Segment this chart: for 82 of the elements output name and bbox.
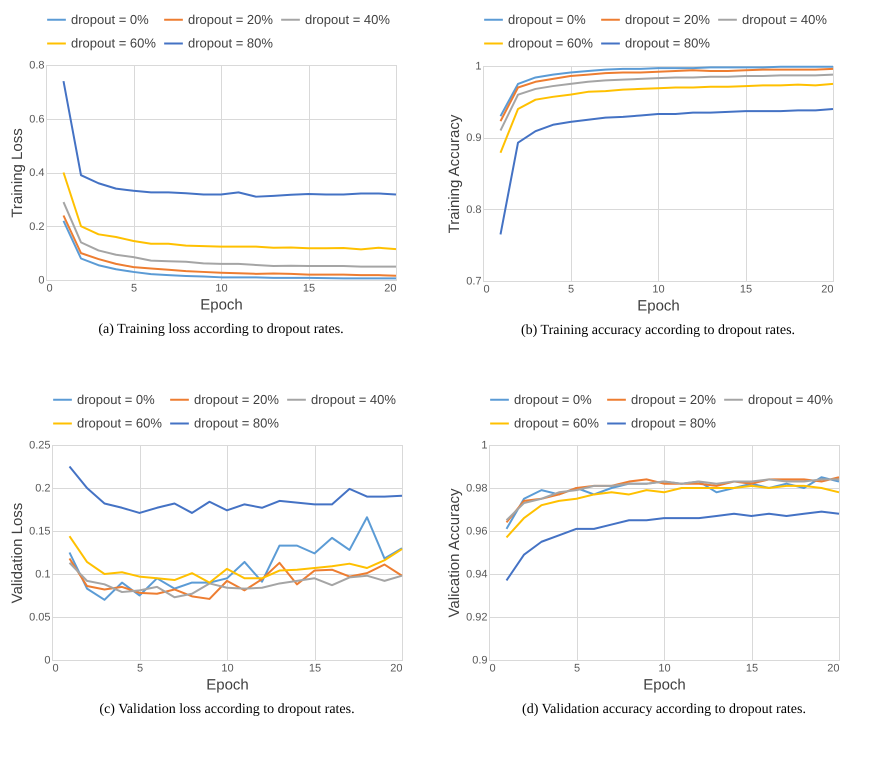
line-series	[500, 74, 834, 132]
y-tick-label: 0	[38, 274, 44, 286]
x-tick-label: 20	[821, 284, 834, 296]
x-tick-label: 15	[746, 662, 758, 674]
x-tick-label: 20	[827, 662, 840, 674]
y-tick-label: 0.15	[29, 526, 50, 538]
y-tick-label: 0.6	[29, 113, 44, 126]
x-tick-label: 0	[52, 662, 59, 674]
legend-label: dropout = 40%	[311, 392, 396, 407]
x-axis-title: Epoch	[643, 676, 686, 694]
x-tick-label: 10	[221, 662, 234, 674]
x-axis-title: Epoch	[206, 676, 249, 694]
y-tick-label: 1	[475, 60, 482, 72]
x-tick-label: 20	[384, 282, 396, 294]
legend-label: dropout = 0%	[514, 392, 592, 407]
legend-label: dropout = 60%	[77, 416, 162, 430]
y-tick-label: 0.98	[466, 482, 488, 494]
x-tick-label: 20	[390, 662, 402, 674]
line-series	[62, 201, 397, 268]
line-series	[500, 82, 834, 154]
y-tick-label: 0.25	[29, 440, 50, 452]
y-tick-label: 0.05	[29, 612, 50, 624]
y-axis-title: Training Loss	[9, 128, 26, 218]
legend-label: dropout = 0%	[508, 12, 586, 27]
y-tick-label: 0.92	[466, 612, 488, 624]
y-tick-label: 0.4	[29, 167, 44, 179]
y-tick-label: 0.96	[466, 526, 488, 538]
line-series	[68, 466, 403, 514]
line-series	[62, 80, 397, 198]
x-tick-label: 10	[652, 284, 665, 296]
line-series	[62, 172, 397, 250]
x-axis-title: Epoch	[637, 298, 680, 314]
y-tick-label: 0.8	[29, 60, 44, 72]
y-axis-title: Valication Accuracy	[446, 488, 464, 618]
line-series	[68, 516, 403, 601]
y-tick-label: 0.94	[466, 568, 488, 580]
x-tick-label: 5	[136, 662, 144, 674]
legend-label: dropout = 20%	[188, 12, 274, 27]
legend-label: dropout = 80%	[188, 36, 274, 50]
text: (d) Validation accuracy according to dropout rates.	[522, 702, 806, 717]
x-tick-label: 15	[740, 284, 752, 296]
legend-label: dropout = 80%	[631, 416, 716, 430]
x-axis-title: Epoch	[200, 296, 243, 314]
y-tick-label: 0.9	[466, 132, 482, 144]
x-tick-label: 15	[302, 282, 316, 294]
x-tick-label: 10	[215, 282, 228, 294]
legend-label: dropout = 0%	[71, 12, 150, 27]
legend-label: dropout = 40%	[748, 392, 834, 407]
line-series	[68, 535, 403, 584]
line-series	[500, 108, 834, 236]
legend-label: dropout = 40%	[742, 12, 828, 27]
x-tick-label: 15	[308, 662, 322, 674]
legend-label: dropout = 0%	[77, 392, 156, 407]
y-tick-label: 0.7	[466, 276, 482, 288]
legend-label: dropout = 20%	[194, 392, 280, 407]
x-tick-label: 10	[658, 662, 671, 674]
legend-label: dropout = 60%	[71, 36, 156, 50]
y-tick-label: 0.2	[35, 482, 50, 494]
legend-label: dropout = 40%	[305, 12, 390, 27]
text: (c) Validation loss according to dropout rates.	[99, 702, 355, 717]
y-tick-label: 1	[481, 440, 488, 452]
x-tick-label: 0	[490, 662, 496, 674]
legend-label: dropout = 60%	[508, 36, 594, 50]
y-tick-label: 0.8	[466, 204, 482, 216]
text: (a) Training loss according to dropout rates.	[98, 322, 344, 337]
legend-label: dropout = 60%	[514, 416, 600, 430]
y-tick-label: 0.9	[472, 654, 488, 666]
x-tick-label: 5	[574, 662, 580, 674]
line-series	[506, 510, 840, 582]
y-tick-label: 0.2	[29, 220, 44, 233]
x-tick-label: 5	[568, 284, 574, 296]
y-tick-label: 0	[44, 654, 50, 666]
y-axis-title: Validation Loss	[9, 502, 26, 604]
y-axis-title: Training Accuracy	[446, 114, 464, 234]
x-tick-label: 5	[130, 282, 138, 294]
legend-label: dropout = 80%	[625, 36, 710, 50]
y-tick-label: 0.1	[35, 568, 50, 580]
legend-label: dropout = 20%	[625, 12, 710, 27]
text: (b) Training accuracy according to dropout rates.	[520, 323, 796, 338]
line-series	[506, 484, 840, 538]
legend-label: dropout = 20%	[631, 392, 716, 407]
legend-label: dropout = 80%	[194, 416, 280, 430]
